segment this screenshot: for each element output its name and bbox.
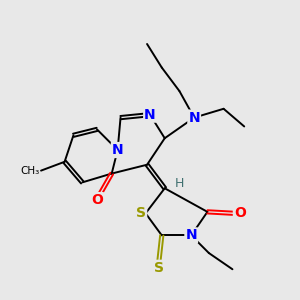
Text: O: O [234,206,246,220]
Text: S: S [136,206,146,220]
Text: H: H [175,177,184,190]
Text: N: N [112,143,123,157]
Text: S: S [154,261,164,275]
Text: N: N [144,108,156,122]
Text: O: O [91,193,103,207]
Text: N: N [188,111,200,124]
Text: N: N [185,228,197,242]
Text: CH₃: CH₃ [20,166,40,176]
